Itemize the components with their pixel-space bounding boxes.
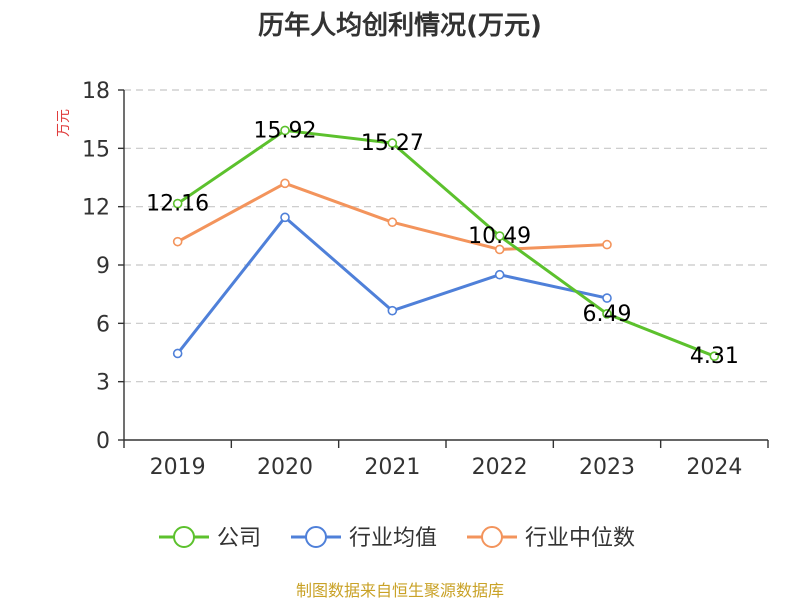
source-note: 制图数据来自恒生聚源数据库 xyxy=(296,581,504,600)
data-label: 6.49 xyxy=(583,302,632,327)
data-point xyxy=(280,212,290,223)
data-point xyxy=(172,198,183,209)
y-tick-label: 15 xyxy=(82,137,110,162)
data-point xyxy=(494,269,505,280)
legend-marker xyxy=(173,526,195,548)
data-label: 12.16 xyxy=(146,192,209,217)
legend-item[interactable]: 公司 xyxy=(159,526,261,551)
data-point xyxy=(494,231,505,241)
data-point xyxy=(709,351,720,361)
data-point xyxy=(387,138,398,148)
data-point xyxy=(280,178,290,189)
x-tick-label: 2019 xyxy=(150,455,206,480)
y-tick-label: 0 xyxy=(96,429,110,454)
x-tick-labels: 2019 2020 2021 2022 2023 2024 xyxy=(150,455,743,480)
y-tick-label: 9 xyxy=(96,254,110,279)
data-label: 15.92 xyxy=(254,118,317,143)
legend: 公司 行业均值 行业中位数 xyxy=(159,526,635,551)
series-line-2 xyxy=(176,181,609,251)
y-axis-label: 万元 xyxy=(56,109,72,137)
x-tick-label: 2021 xyxy=(364,455,420,480)
data-point xyxy=(387,305,398,316)
legend-marker xyxy=(305,526,327,548)
x-tick-label: 2022 xyxy=(472,455,528,480)
series-line-1 xyxy=(176,215,609,355)
axes xyxy=(118,89,769,448)
data-point xyxy=(494,244,505,255)
data-point xyxy=(280,125,290,136)
chart-title: 历年人均创利情况(万元) xyxy=(258,10,542,41)
legend-label: 公司 xyxy=(217,526,261,551)
legend-label: 行业中位数 xyxy=(525,526,635,551)
series-group xyxy=(172,125,720,361)
y-tick-labels: 0 3 6 9 12 15 18 xyxy=(82,79,110,454)
data-point xyxy=(602,293,612,303)
x-tick-label: 2020 xyxy=(257,455,313,480)
data-point xyxy=(172,348,183,359)
data-point xyxy=(602,309,612,319)
y-tick-label: 6 xyxy=(96,312,110,337)
legend-label: 行业均值 xyxy=(349,526,437,551)
y-tick-label: 12 xyxy=(82,196,110,221)
x-tick-label: 2023 xyxy=(579,455,635,480)
y-tick-label: 18 xyxy=(82,79,110,104)
data-point xyxy=(387,217,398,228)
y-tick-label: 3 xyxy=(96,371,110,396)
legend-item[interactable]: 行业均值 xyxy=(291,526,437,551)
legend-item[interactable]: 行业中位数 xyxy=(467,526,635,551)
data-labels: 12.16 15.92 15.27 10.49 6.49 4.31 xyxy=(146,118,739,369)
data-label: 4.31 xyxy=(690,344,739,369)
data-label: 15.27 xyxy=(361,131,424,156)
series-line-0 xyxy=(176,128,716,358)
data-point xyxy=(172,236,183,247)
legend-marker xyxy=(481,526,503,548)
x-tick-label: 2024 xyxy=(686,455,742,480)
data-label: 10.49 xyxy=(468,224,531,249)
data-point xyxy=(602,239,612,250)
